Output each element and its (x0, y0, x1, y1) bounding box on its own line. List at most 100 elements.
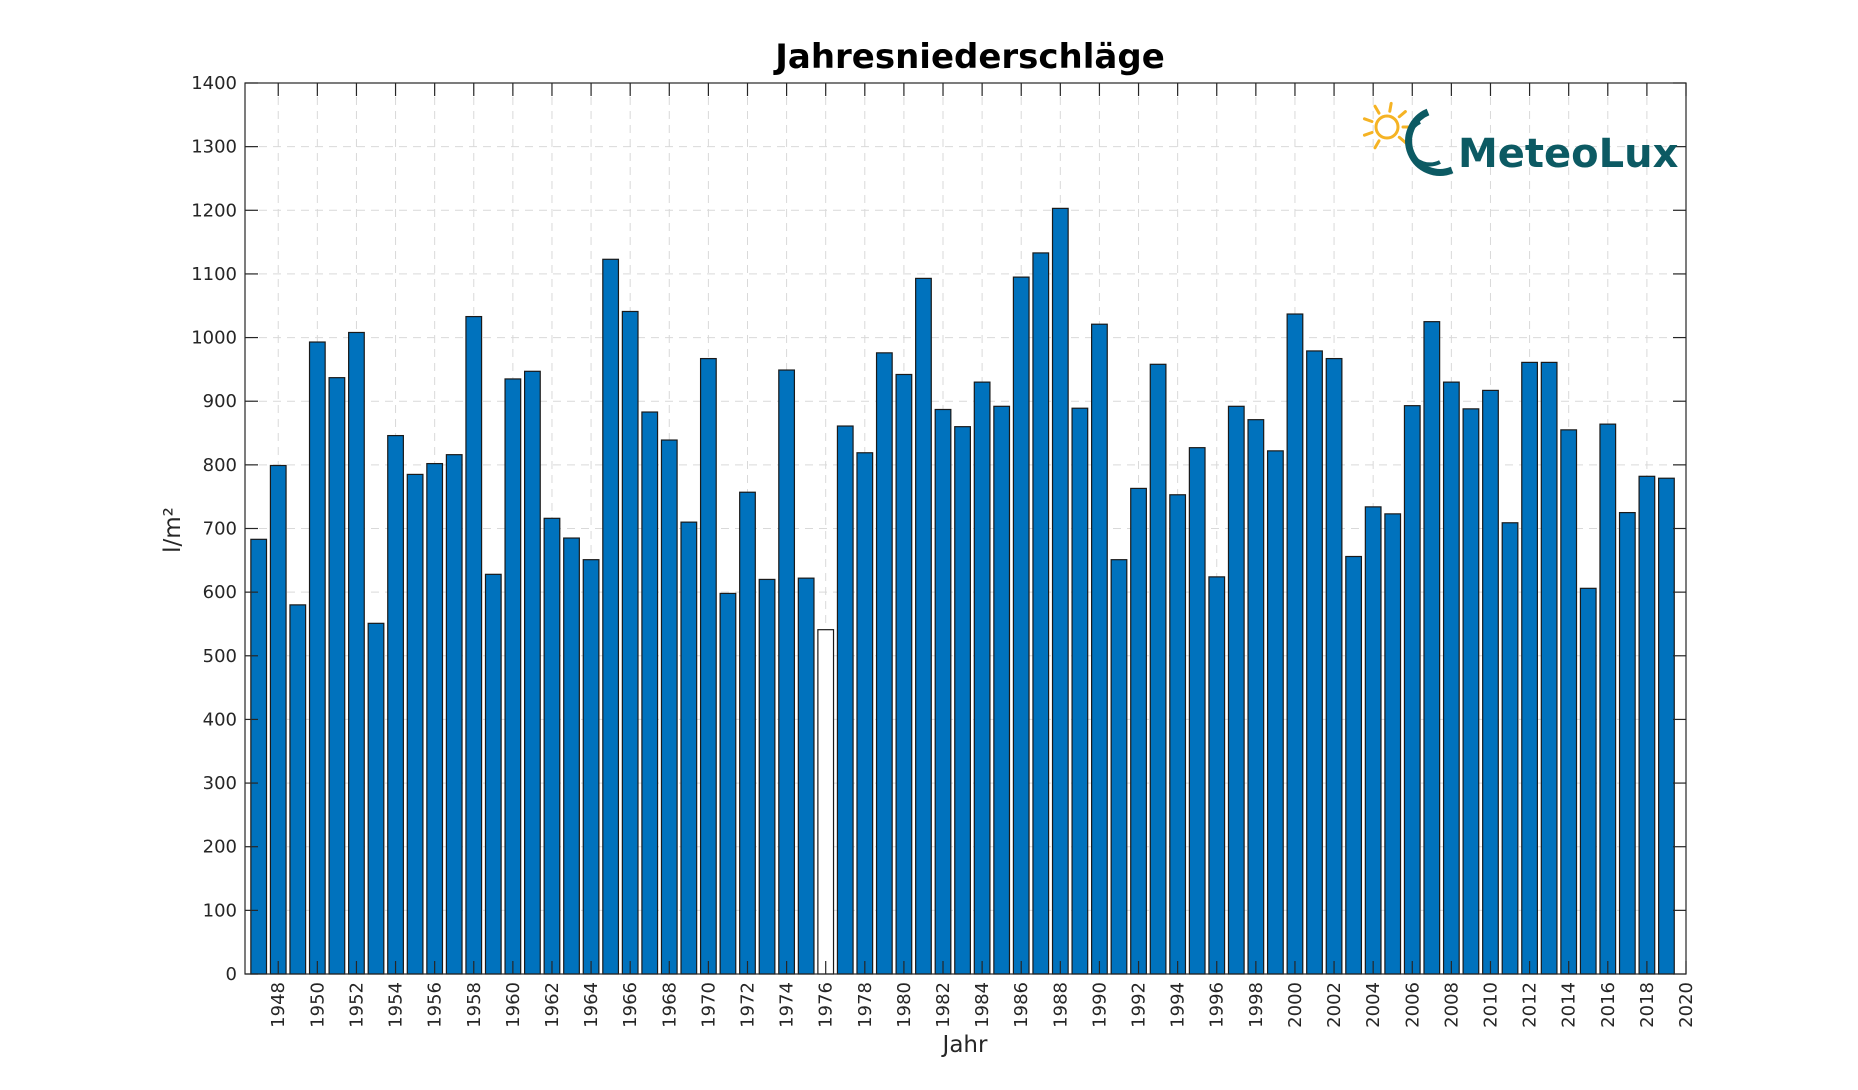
x-tick-label: 1980 (894, 982, 915, 1028)
bar-1970 (699, 357, 717, 975)
x-tick-label: 1958 (464, 982, 485, 1028)
sun-icon (1362, 101, 1413, 150)
bar-2015 (1579, 587, 1597, 975)
bar-1996 (1208, 576, 1226, 975)
bar-2011 (1501, 522, 1519, 975)
axis-ticks (245, 82, 1687, 975)
bar-1980 (895, 373, 913, 975)
bar-1972 (739, 491, 756, 975)
x-tick-label: 1994 (1168, 982, 1189, 1028)
x-tick-label: 1992 (1129, 982, 1150, 1028)
bar-1955 (406, 473, 424, 975)
bar-1983 (954, 426, 971, 975)
y-tick-label: 1000 (191, 328, 237, 349)
bar-1953 (367, 622, 385, 975)
bar-2018 (1638, 475, 1656, 975)
bar-2001 (1306, 350, 1323, 975)
bar-1971 (719, 592, 737, 975)
bar-2007 (1423, 321, 1441, 975)
bar-1991 (1110, 559, 1128, 975)
bar-1960 (504, 378, 522, 975)
x-tick-label: 1976 (816, 982, 837, 1028)
x-tick-label: 1960 (503, 982, 524, 1028)
x-tick-label: 1984 (972, 982, 993, 1028)
x-tick-label: 2010 (1480, 982, 1501, 1028)
bar-1990 (1091, 323, 1108, 975)
bars (250, 207, 1675, 975)
bar-2016 (1599, 423, 1617, 975)
bar-2005 (1384, 513, 1402, 975)
bar-1977 (836, 425, 854, 975)
bar-2006 (1403, 405, 1421, 975)
bar-2014 (1560, 429, 1578, 975)
bar-1976 (817, 629, 835, 975)
bar-1978 (856, 452, 874, 975)
x-tick-label: 1954 (386, 982, 407, 1028)
bar-1985 (993, 405, 1011, 975)
bar-2002 (1325, 357, 1343, 975)
y-tick-label: 100 (203, 900, 237, 921)
bar-1962 (543, 517, 561, 975)
x-tick-label: 1966 (620, 982, 641, 1028)
x-tick-label: 2000 (1285, 982, 1306, 1028)
x-tick-label: 1972 (737, 982, 758, 1028)
x-tick-label: 1998 (1246, 982, 1267, 1028)
bar-1968 (660, 439, 678, 975)
bar-1967 (641, 411, 659, 975)
bar-1998 (1247, 419, 1265, 975)
bar-2003 (1345, 555, 1363, 975)
x-tick-label: 1990 (1089, 982, 1110, 1028)
bar-1984 (973, 381, 991, 975)
bar-1993 (1149, 363, 1167, 975)
x-tick-label: 2018 (1637, 982, 1658, 1028)
bar-1975 (797, 577, 815, 975)
bar-1952 (348, 331, 365, 975)
bar-2017 (1618, 511, 1636, 975)
x-tick-labels: 1948 1950 1952 1954 1956 1958 1960 1962 1964 1966… (268, 982, 1697, 1028)
bar-1986 (1012, 276, 1030, 975)
logo-ring-icon (1405, 108, 1454, 176)
chart-title: Jahresniederschläge (773, 37, 1165, 77)
y-tick-label: 600 (203, 582, 237, 603)
y-tick-label: 400 (203, 709, 237, 730)
bar-2010 (1482, 389, 1499, 975)
bar-2004 (1364, 506, 1382, 975)
bar-2013 (1540, 361, 1558, 975)
bar-2019 (1658, 477, 1675, 975)
bar-1948 (269, 464, 287, 975)
bar-1999 (1266, 450, 1284, 975)
bar-1956 (426, 462, 444, 975)
bar-1951 (328, 377, 346, 975)
y-tick-label: 200 (203, 837, 237, 858)
x-tick-label: 1970 (698, 982, 719, 1028)
bar-1957 (445, 454, 463, 975)
bar-1961 (523, 370, 541, 975)
bar-2009 (1462, 408, 1480, 975)
x-tick-label: 1986 (1011, 982, 1032, 1028)
x-tick-label: 2006 (1402, 982, 1423, 1028)
bar-1965 (602, 258, 620, 975)
x-tick-label: 1978 (855, 982, 876, 1028)
bar-1949 (289, 604, 307, 975)
x-tick-label: 1956 (425, 982, 446, 1028)
x-tick-label: 2014 (1559, 982, 1580, 1028)
x-tick-label: 2012 (1520, 982, 1541, 1028)
bar-1997 (1227, 405, 1245, 975)
bar-1982 (934, 408, 952, 975)
y-tick-label: 800 (203, 455, 237, 476)
x-tick-label: 1948 (268, 982, 289, 1028)
bar-1988 (1051, 207, 1069, 975)
x-tick-label: 2020 (1676, 982, 1697, 1028)
bar-1969 (680, 521, 698, 975)
x-tick-label: 1964 (581, 982, 602, 1028)
bar-1994 (1169, 494, 1187, 975)
x-tick-label: 1950 (307, 982, 328, 1028)
bar-1959 (484, 573, 502, 975)
bar-1973 (758, 578, 776, 975)
x-tick-label: 1974 (777, 982, 798, 1028)
x-tick-label: 2016 (1598, 982, 1619, 1028)
y-tick-labels: 0 100 200 300 400 500 600 700 800 900 1000 1100 1200… (191, 73, 237, 985)
y-axis-label: l/m² (160, 507, 186, 553)
bar-1966 (621, 310, 639, 975)
